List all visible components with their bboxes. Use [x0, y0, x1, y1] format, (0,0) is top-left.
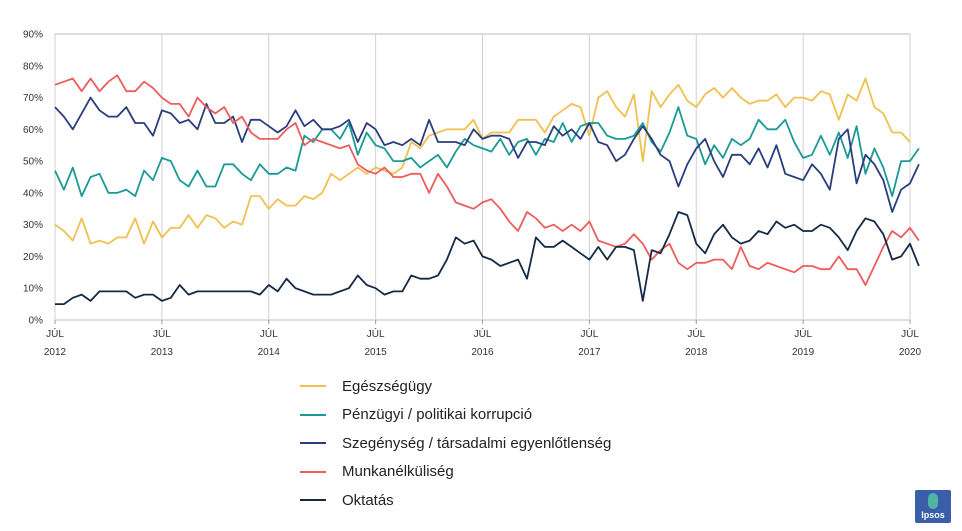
line-chart: 0%10%20%30%40%50%60%70%80%90% JÚL2012JÚL…: [23, 30, 922, 359]
legend-swatch: [300, 499, 326, 502]
y-tick-label: 80%: [23, 61, 43, 72]
y-tick-label: 90%: [23, 30, 43, 41]
x-tick-month: JÚL: [901, 327, 919, 340]
x-tick-month: JÚL: [260, 327, 278, 340]
y-tick-label: 30%: [23, 220, 43, 231]
series-line: [54, 96, 920, 213]
x-tick-year: 2013: [151, 347, 174, 358]
legend-swatch: [300, 385, 326, 388]
y-tick-label: 50%: [23, 157, 43, 168]
legend-label: Szegénység / társadalmi egyenlőtlenség: [342, 434, 612, 452]
x-tick-year: 2015: [365, 347, 388, 358]
x-tick-year: 2012: [44, 347, 67, 358]
y-tick-label: 60%: [23, 125, 43, 136]
x-axis: JÚL 2012 JÚL 2013 JÚL 2014 JÚL 2015 JÚL 2016 JÚL 20…: [44, 320, 922, 358]
x-tick-month: JÚL: [153, 327, 171, 340]
legend-label: Munkanélküliség: [342, 463, 454, 481]
legend-swatch: [300, 413, 326, 416]
legend-item: Munkanélküliség: [300, 458, 611, 487]
x-tick-year: 2020: [899, 347, 922, 358]
legend-item: Pénzügyi / politikai korrupció: [300, 401, 611, 430]
logo-mark-icon: [928, 493, 938, 509]
x-tick-year: 2017: [578, 347, 601, 358]
series-lines: [54, 74, 920, 305]
y-axis: 0% 10% 20% 30% 40% 50% 60% 70% 80% 90%: [23, 30, 43, 327]
grid-lines: [54, 33, 911, 321]
x-tick-month: JÚL: [580, 327, 598, 340]
x-tick-month: JÚL: [474, 327, 492, 340]
legend: Egészségügy Pénzügyi / politikai korrupci…: [300, 372, 611, 515]
x-tick-month: JÚL: [687, 327, 705, 340]
legend-label: Pénzügyi / politikai korrupció: [342, 406, 533, 424]
x-tick-year: 2014: [258, 347, 281, 358]
x-tick-month: JÚL: [794, 327, 812, 340]
y-tick-label: 0%: [29, 316, 44, 327]
y-tick-label: 40%: [23, 188, 43, 199]
y-tick-label: 70%: [23, 93, 43, 104]
legend-swatch: [300, 442, 326, 445]
x-tick-month: JÚL: [46, 327, 64, 340]
series-line: [55, 211, 920, 305]
series-line: [54, 74, 920, 286]
y-tick-label: 10%: [23, 284, 43, 295]
x-tick-month: JÚL: [367, 327, 385, 340]
x-tick-year: 2019: [792, 347, 815, 358]
y-tick-label: 20%: [23, 252, 43, 263]
x-tick-year: 2016: [471, 347, 494, 358]
legend-label: Oktatás: [342, 491, 394, 509]
x-tick-year: 2018: [685, 347, 708, 358]
legend-item: Oktatás: [300, 486, 611, 515]
legend-item: Egészségügy: [300, 372, 611, 401]
legend-swatch: [300, 470, 326, 473]
logo-text: Ipsos: [921, 510, 945, 520]
series-line: [54, 106, 920, 197]
legend-label: Egészségügy: [342, 377, 433, 395]
ipsos-logo: Ipsos: [915, 490, 951, 523]
legend-item: Szegénység / társadalmi egyenlőtlenség: [300, 429, 611, 458]
